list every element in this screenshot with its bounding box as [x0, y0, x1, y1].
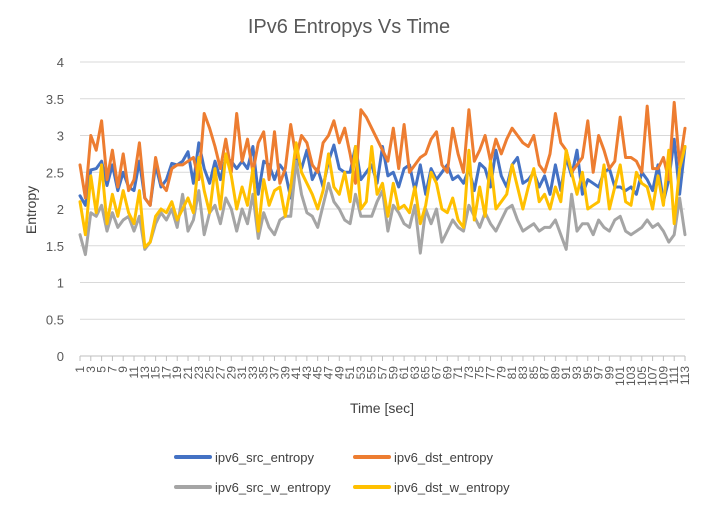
x-tick-label: 23	[192, 366, 206, 380]
x-tick-label: 5	[95, 366, 109, 373]
y-axis-label: Entropy	[23, 186, 39, 234]
x-tick-label: 55	[365, 366, 379, 380]
legend-item-ipv6_src_w_entropy: ipv6_src_w_entropy	[174, 480, 331, 495]
x-tick-label: 75	[473, 366, 487, 380]
y-tick-label: 3.5	[46, 92, 64, 107]
legend: ipv6_src_entropy ipv6_dst_entropy ipv6_src…	[174, 450, 510, 495]
x-tick-label: 87	[538, 366, 552, 380]
legend-item-ipv6_src_entropy: ipv6_src_entropy	[174, 450, 314, 465]
x-axis-label: Time [sec]	[350, 400, 414, 416]
x-tick-label: 111	[667, 366, 681, 385]
x-tick-label: 67	[430, 366, 444, 380]
series-line-ipv6_dst_entropy	[78, 100, 687, 207]
x-tick-label: 49	[332, 366, 346, 380]
x-tick-label: 9	[116, 366, 130, 373]
x-tick-label: 51	[343, 366, 357, 380]
x-tick-label: 63	[408, 366, 422, 380]
y-tick-label: 0.5	[46, 312, 64, 327]
legend-label: ipv6_src_entropy	[215, 450, 314, 465]
x-tick-label: 27	[213, 366, 227, 380]
x-tick-label: 53	[354, 366, 368, 380]
legend-label: ipv6_dst_w_entropy	[394, 480, 510, 495]
chart-title: IPv6 Entropys Vs Time	[248, 16, 450, 38]
x-tick-label: 97	[592, 366, 606, 380]
x-tick-label: 69	[440, 366, 454, 380]
x-tick-label: 17	[159, 366, 173, 380]
x-tick-label: 99	[602, 366, 616, 380]
legend-label: ipv6_dst_entropy	[394, 450, 494, 465]
x-tick-label: 65	[419, 366, 433, 380]
x-tick-label: 41	[289, 366, 303, 380]
x-tick-label: 47	[321, 366, 335, 380]
x-tick-label: 7	[105, 366, 119, 373]
x-tick-label: 59	[386, 366, 400, 380]
x-tick-label: 73	[462, 366, 476, 380]
y-tick-label: 4	[57, 55, 64, 70]
x-tick-label: 79	[494, 366, 508, 380]
x-tick-label: 89	[548, 366, 562, 380]
x-tick-label: 77	[484, 366, 498, 380]
x-tick-label: 83	[516, 366, 530, 380]
x-tick-label: 33	[246, 366, 260, 380]
x-tick-label: 29	[224, 366, 238, 380]
x-tick-label: 61	[397, 366, 411, 380]
x-tick-label: 15	[149, 366, 163, 380]
x-tick-label: 19	[170, 366, 184, 380]
x-tick-label: 109	[656, 366, 670, 386]
x-tick-label: 105	[635, 366, 649, 386]
x-tick-label: 3	[84, 366, 98, 373]
x-tick-label: 57	[376, 366, 390, 380]
x-axis: 1357911131517192123252729313335373941434…	[73, 356, 692, 386]
x-tick-label: 45	[311, 366, 325, 380]
x-tick-label: 1	[73, 366, 87, 373]
x-tick-label: 37	[267, 366, 281, 380]
x-tick-label: 13	[138, 366, 152, 380]
x-tick-label: 71	[451, 366, 465, 380]
y-tick-label: 1	[57, 276, 64, 291]
series-line-ipv6_dst_w_entropy	[78, 141, 687, 249]
x-tick-label: 31	[235, 366, 249, 380]
legend-item-ipv6_dst_w_entropy: ipv6_dst_w_entropy	[353, 480, 510, 495]
x-tick-label: 113	[678, 366, 692, 385]
x-tick-label: 11	[127, 366, 141, 379]
x-tick-label: 39	[278, 366, 292, 380]
x-tick-label: 93	[570, 366, 584, 380]
x-tick-label: 91	[559, 366, 573, 380]
x-tick-label: 81	[505, 366, 519, 380]
y-axis: 0 0.5 1 1.5 2 2.5 3 3.5 4	[46, 55, 64, 364]
x-tick-label: 85	[527, 366, 541, 380]
series-lines	[78, 100, 687, 257]
y-tick-label: 3	[57, 129, 64, 144]
x-tick-label: 107	[646, 366, 660, 386]
y-tick-label: 2	[57, 202, 64, 217]
y-tick-label: 0	[57, 349, 64, 364]
x-tick-label: 103	[624, 366, 638, 386]
legend-item-ipv6_dst_entropy: ipv6_dst_entropy	[353, 450, 494, 465]
x-tick-label: 43	[300, 366, 314, 380]
legend-label: ipv6_src_w_entropy	[215, 480, 331, 495]
y-tick-label: 2.5	[46, 165, 64, 180]
x-tick-label: 35	[257, 366, 271, 380]
x-tick-label: 95	[581, 366, 595, 380]
y-tick-label: 1.5	[46, 239, 64, 254]
x-tick-label: 21	[181, 366, 195, 380]
x-tick-label: 101	[613, 366, 627, 386]
x-tick-label: 25	[203, 366, 217, 380]
